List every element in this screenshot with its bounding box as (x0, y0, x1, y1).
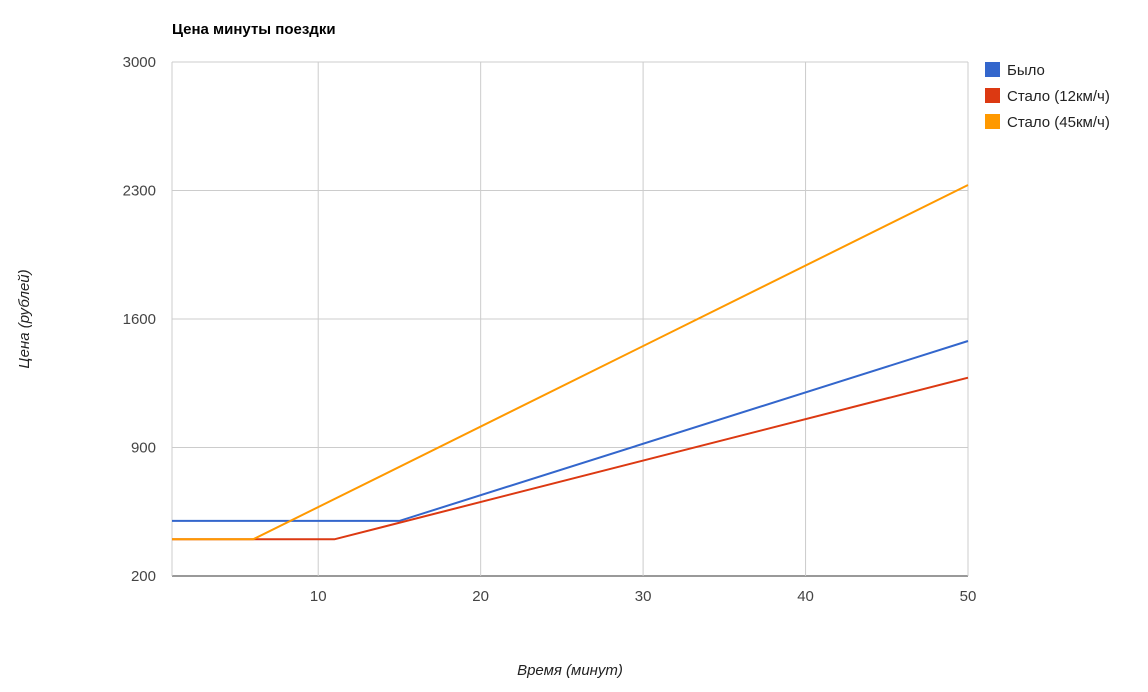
legend-label: Было (1007, 62, 1045, 79)
x-tick-label: 40 (797, 588, 814, 605)
y-tick-label: 200 (131, 568, 156, 585)
legend-swatch (985, 88, 1000, 103)
series-lines (172, 184, 969, 541)
legend-label: Стало (45км/ч) (1007, 114, 1110, 131)
legend-swatch (985, 62, 1000, 77)
x-tick-label: 50 (960, 588, 977, 605)
y-tick-label: 2300 (123, 183, 156, 200)
legend-swatch (985, 114, 1000, 129)
legend-label: Стало (12км/ч) (1007, 88, 1110, 105)
x-axis-title: Время (минут) (517, 662, 623, 679)
chart-title: Цена минуты поездки (172, 21, 336, 38)
x-tick-label: 20 (472, 588, 489, 605)
y-tick-label: 900 (131, 440, 156, 457)
legend: Было Стало (12км/ч) Стало (45км/ч) (985, 62, 1110, 131)
grid (171, 61, 969, 577)
y-tick-label: 1600 (123, 311, 156, 328)
x-tick-label: 10 (310, 588, 327, 605)
x-tick-label: 30 (635, 588, 652, 605)
y-axis-ticks: 200 900 1600 2300 3000 (123, 54, 156, 585)
x-axis-ticks: 10 20 30 40 50 (310, 588, 976, 605)
y-tick-label: 3000 (123, 54, 156, 71)
series-line-3 (172, 184, 969, 541)
y-axis-title: Цена (рублей) (16, 269, 33, 368)
series-line-1 (172, 340, 969, 522)
series-line-2 (172, 376, 969, 541)
